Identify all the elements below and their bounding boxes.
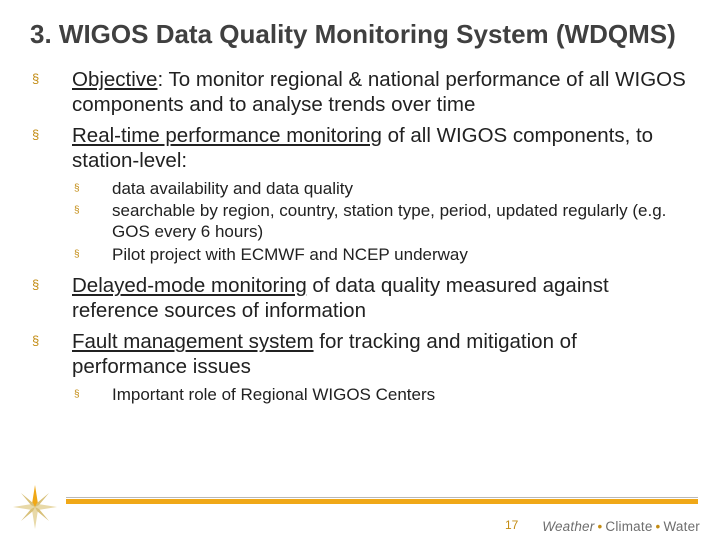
list-item: § data availability and data quality (72, 179, 690, 200)
square-bullet-icon: § (72, 385, 112, 405)
bullet-list-level2: § data availability and data quality § s… (30, 179, 690, 266)
square-bullet-icon: § (30, 123, 72, 147)
brand-weather: Weather (542, 519, 594, 534)
title-number: 3. (30, 19, 52, 49)
list-item: § Fault management system for tracking a… (30, 329, 690, 379)
slide-title: 3. WIGOS Data Quality Monitoring System … (30, 18, 690, 51)
bullet-text: Real-time performance monitoring of all … (72, 123, 690, 173)
bullet-list-level1: § Delayed-mode monitoring of data qualit… (30, 273, 690, 379)
list-item: § Important role of Regional WIGOS Cente… (72, 385, 690, 406)
bullet-list-level2: § Important role of Regional WIGOS Cente… (30, 385, 690, 406)
divider-gray (66, 497, 698, 498)
divider-orange (66, 499, 698, 504)
brand-climate: Climate (605, 519, 652, 534)
bullet-underline: Real-time performance monitoring (72, 124, 382, 147)
bullet-underline: Objective (72, 68, 157, 91)
bullet-text: Objective: To monitor regional & nationa… (72, 67, 690, 117)
square-bullet-icon: § (30, 67, 72, 91)
compass-icon (12, 484, 58, 530)
bullet-text: Delayed-mode monitoring of data quality … (72, 273, 690, 323)
square-bullet-icon: § (30, 329, 72, 353)
page-number: 17 (505, 518, 518, 532)
bullet-text: Fault management system for tracking and… (72, 329, 690, 379)
footer-brand: Weather•Climate•Water (542, 519, 700, 534)
brand-water: Water (663, 519, 700, 534)
square-bullet-icon: § (72, 201, 112, 221)
list-item: § Delayed-mode monitoring of data qualit… (30, 273, 690, 323)
list-item: § Objective: To monitor regional & natio… (30, 67, 690, 117)
bullet-text: Important role of Regional WIGOS Centers (112, 385, 690, 406)
bullet-underline: Fault management system (72, 330, 314, 353)
bullet-list-level1: § Objective: To monitor regional & natio… (30, 67, 690, 173)
dot-icon: • (653, 519, 664, 534)
list-item: § Pilot project with ECMWF and NCEP unde… (72, 245, 690, 266)
list-item: § searchable by region, country, station… (72, 201, 690, 242)
bullet-text: Pilot project with ECMWF and NCEP underw… (112, 245, 690, 266)
bullet-after: : To monitor regional & national perform… (72, 68, 686, 116)
bullet-underline: Delayed-mode monitoring (72, 274, 307, 297)
square-bullet-icon: § (72, 179, 112, 199)
title-text: WIGOS Data Quality Monitoring System (WD… (59, 19, 676, 49)
bullet-text: searchable by region, country, station t… (112, 201, 690, 242)
slide-body: 3. WIGOS Data Quality Monitoring System … (0, 0, 720, 406)
bullet-text: data availability and data quality (112, 179, 690, 200)
square-bullet-icon: § (30, 273, 72, 297)
list-item: § Real-time performance monitoring of al… (30, 123, 690, 173)
square-bullet-icon: § (72, 245, 112, 265)
slide-footer: 17 Weather•Climate•Water (0, 478, 720, 540)
dot-icon: • (594, 519, 605, 534)
